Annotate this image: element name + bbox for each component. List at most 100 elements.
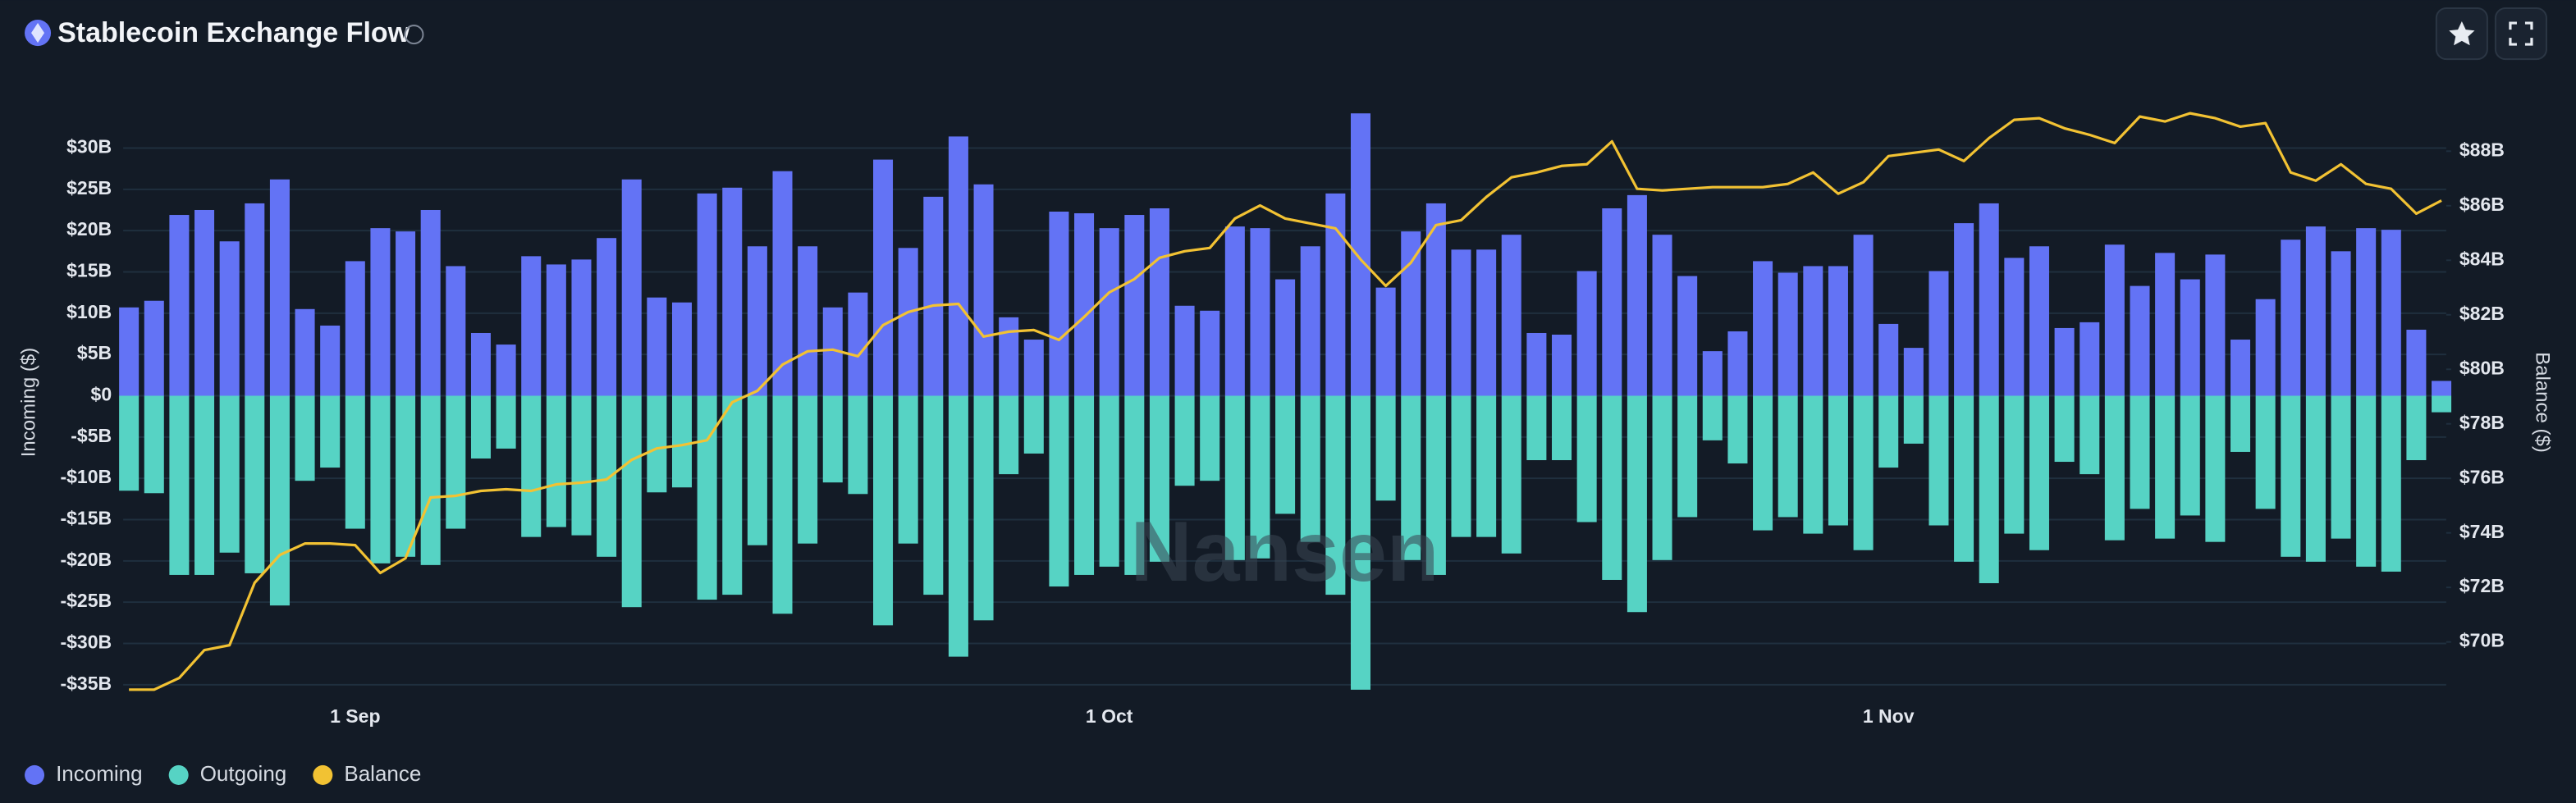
bar xyxy=(1954,395,1974,562)
bar xyxy=(1275,395,1296,514)
y-tick-label: $25B xyxy=(66,177,112,198)
y-tick-label: $5B xyxy=(77,342,112,363)
bar xyxy=(1576,271,1597,396)
y2-tick-label: $84B xyxy=(2459,248,2505,269)
x-tick-label: 1 Oct xyxy=(1086,705,1133,727)
bar xyxy=(1200,310,1220,396)
bar xyxy=(1174,395,1195,486)
bar xyxy=(571,259,592,396)
bar xyxy=(1878,323,1899,396)
bar xyxy=(848,395,868,495)
bar xyxy=(973,184,994,396)
bar xyxy=(1878,395,1899,468)
bar xyxy=(2331,251,2351,396)
bar xyxy=(2205,395,2226,542)
bar xyxy=(747,246,767,396)
y-tick-label: -$5B xyxy=(71,425,112,446)
bar xyxy=(1375,287,1396,396)
bar xyxy=(772,171,793,396)
y-tick-label: -$25B xyxy=(60,590,112,611)
legend-label: Outgoing xyxy=(200,761,287,786)
bar xyxy=(1677,276,1698,396)
bar xyxy=(1552,334,1572,396)
bar xyxy=(1224,226,1245,396)
bar xyxy=(345,395,365,529)
y2-tick-label: $78B xyxy=(2459,412,2505,433)
bar xyxy=(1124,215,1145,396)
bar xyxy=(144,395,164,494)
bar xyxy=(2104,244,2125,396)
bar xyxy=(1300,395,1320,542)
bar xyxy=(194,209,215,396)
fullscreen-icon xyxy=(2509,21,2533,46)
bar xyxy=(671,302,693,396)
bar xyxy=(119,395,140,491)
bar xyxy=(999,317,1019,396)
bar xyxy=(1602,208,1622,396)
bar xyxy=(1652,395,1672,560)
bar xyxy=(1526,332,1547,396)
bar xyxy=(1074,213,1095,396)
bar xyxy=(269,179,290,396)
bar xyxy=(2180,395,2200,516)
bar xyxy=(2155,395,2176,539)
bar xyxy=(1501,395,1521,554)
legend-label: Balance xyxy=(344,761,421,786)
info-icon[interactable] xyxy=(404,25,424,45)
bar xyxy=(1099,395,1119,567)
bar xyxy=(420,395,441,565)
bar xyxy=(772,395,793,614)
bar xyxy=(370,228,391,396)
bar xyxy=(873,395,894,626)
fullscreen-button[interactable] xyxy=(2494,7,2547,61)
bar xyxy=(1929,271,1949,396)
bar xyxy=(671,395,693,488)
bar xyxy=(1074,395,1095,575)
bar xyxy=(1501,235,1521,396)
bar xyxy=(245,203,265,396)
bar xyxy=(2381,395,2401,572)
bar xyxy=(1401,231,1421,396)
bar xyxy=(1451,249,1471,396)
bar xyxy=(848,292,868,396)
bar xyxy=(2281,240,2301,396)
bar xyxy=(1200,395,1220,481)
bar xyxy=(647,395,667,493)
bar xyxy=(1375,395,1396,501)
bar xyxy=(269,395,290,606)
bar xyxy=(1049,395,1069,587)
bar xyxy=(1049,212,1069,396)
y2-tick-label: $74B xyxy=(2459,521,2505,542)
bar xyxy=(546,264,566,396)
bar xyxy=(973,395,994,621)
bar xyxy=(1476,395,1497,537)
y2-tick-label: $82B xyxy=(2459,303,2505,324)
bar xyxy=(1250,228,1270,396)
bar xyxy=(1778,395,1798,518)
bar xyxy=(2205,254,2226,396)
x-tick-label: 1 Nov xyxy=(1863,705,1915,727)
bar xyxy=(597,238,617,396)
legend-marker xyxy=(168,764,189,785)
bar xyxy=(1727,331,1748,396)
bar xyxy=(1602,395,1622,580)
y2-tick-label: $86B xyxy=(2459,194,2505,215)
bar xyxy=(873,159,894,396)
bar xyxy=(1174,305,1195,396)
bar xyxy=(1023,340,1044,396)
bar xyxy=(1979,203,1999,396)
bar xyxy=(1149,395,1169,562)
bar xyxy=(2004,258,2025,396)
y-tick-label: -$15B xyxy=(60,508,112,529)
bar xyxy=(798,246,818,396)
bar xyxy=(1099,228,1119,396)
bar xyxy=(1702,395,1723,440)
bar xyxy=(1401,395,1421,560)
bar xyxy=(1300,246,1320,396)
bar xyxy=(470,332,491,396)
bar xyxy=(722,395,743,595)
bar xyxy=(2331,395,2351,539)
bar xyxy=(521,256,542,396)
bar xyxy=(420,209,441,396)
